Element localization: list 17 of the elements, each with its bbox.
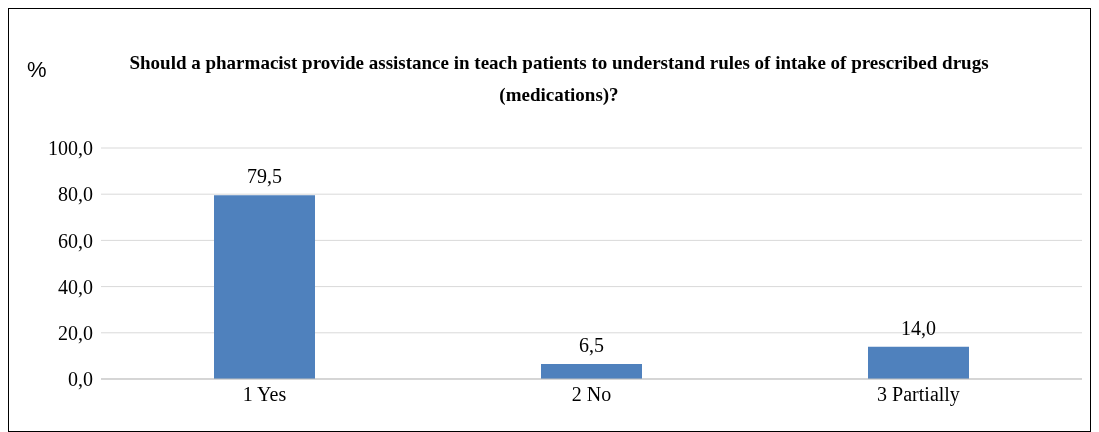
y-tick-label: 20,0 bbox=[58, 321, 93, 344]
y-tick-label: 0,0 bbox=[68, 368, 93, 391]
y-axis-title: % bbox=[27, 57, 47, 83]
data-label: 14,0 bbox=[901, 316, 936, 339]
y-tick-label: 40,0 bbox=[58, 275, 93, 298]
bar bbox=[214, 195, 315, 379]
y-tick-label: 80,0 bbox=[58, 183, 93, 206]
x-tick-label: 3 Partially bbox=[877, 383, 960, 407]
bar bbox=[868, 346, 969, 379]
data-label: 79,5 bbox=[247, 165, 282, 188]
chart-title: Should a pharmacist provide assistance in teach patients to understand rules of intake of prescribed drugs (medications)? bbox=[129, 51, 989, 107]
x-tick-label: 2 No bbox=[571, 383, 612, 406]
data-label: 6,5 bbox=[579, 333, 604, 356]
bar bbox=[541, 363, 642, 379]
y-tick-label: 60,0 bbox=[58, 229, 93, 252]
x-tick-label: 1 Yes bbox=[242, 383, 287, 406]
y-tick-label: 100,0 bbox=[48, 137, 93, 160]
